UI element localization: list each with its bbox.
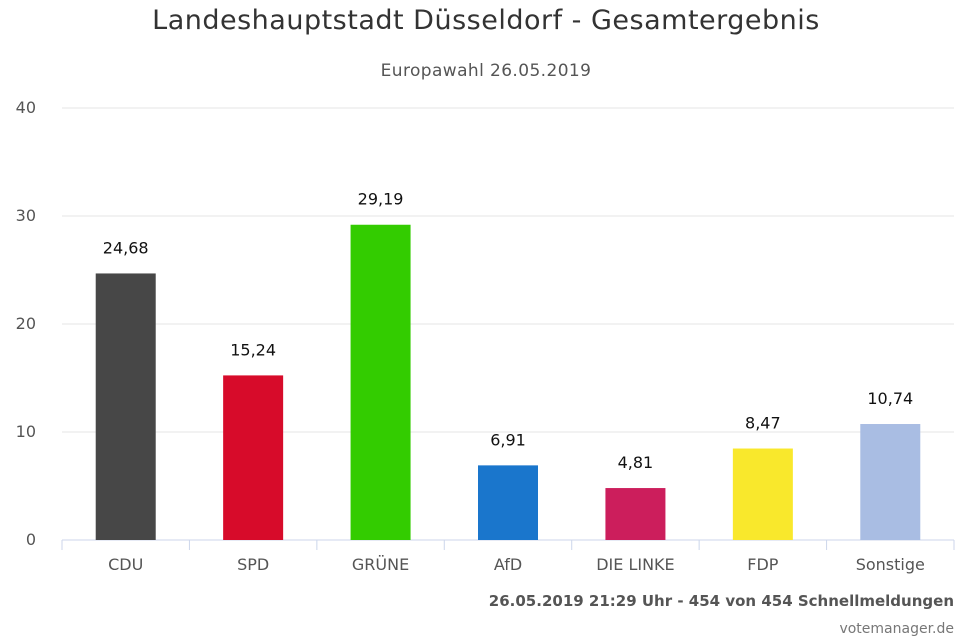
data-label: 15,24: [230, 340, 276, 359]
x-axis-ticks: CDU SPD GRÜNE AfD DIE LINKE FDP Sonstige: [108, 555, 925, 574]
bars: [95, 224, 921, 541]
data-label: 6,91: [490, 430, 526, 449]
data-label: 24,68: [103, 238, 149, 257]
y-axis-ticks: 0 10 20 30 40: [16, 98, 36, 549]
x-tick-label: SPD: [237, 555, 269, 574]
credit-link[interactable]: votemanager.de: [839, 621, 954, 637]
bar: [95, 273, 156, 540]
bar-chart: Landeshauptstadt Düsseldorf - Gesamterge…: [16, 5, 955, 574]
bar: [732, 448, 793, 540]
y-tick-label: 0: [26, 530, 36, 549]
bar: [860, 424, 921, 540]
data-labels: 24,68 15,24 29,19 6,91 4,81 8,47 10,74: [103, 190, 913, 472]
status-line: 26.05.2019 21:29 Uhr - 454 von 454 Schne…: [488, 592, 954, 610]
x-tick-label: AfD: [494, 555, 522, 574]
bar: [350, 224, 411, 541]
y-tick-label: 30: [16, 206, 36, 225]
bar: [478, 465, 538, 540]
y-tick-label: 20: [16, 314, 36, 333]
data-label: 8,47: [745, 414, 781, 433]
data-label: 29,19: [358, 190, 404, 209]
data-label: 4,81: [618, 453, 654, 472]
data-label: 10,74: [867, 389, 913, 408]
x-tick-label: Sonstige: [856, 555, 925, 574]
x-tick-label: FDP: [747, 555, 779, 574]
x-tick-label: GRÜNE: [352, 555, 409, 574]
y-tick-label: 10: [16, 422, 36, 441]
x-tick-label: DIE LINKE: [596, 555, 674, 574]
y-tick-label: 40: [16, 98, 36, 117]
bar: [605, 488, 666, 540]
chart-title: Landeshauptstadt Düsseldorf - Gesamterge…: [152, 5, 820, 36]
chart-subtitle: Europawahl 26.05.2019: [381, 61, 592, 81]
bar: [223, 375, 284, 540]
x-tick-label: CDU: [108, 555, 143, 574]
